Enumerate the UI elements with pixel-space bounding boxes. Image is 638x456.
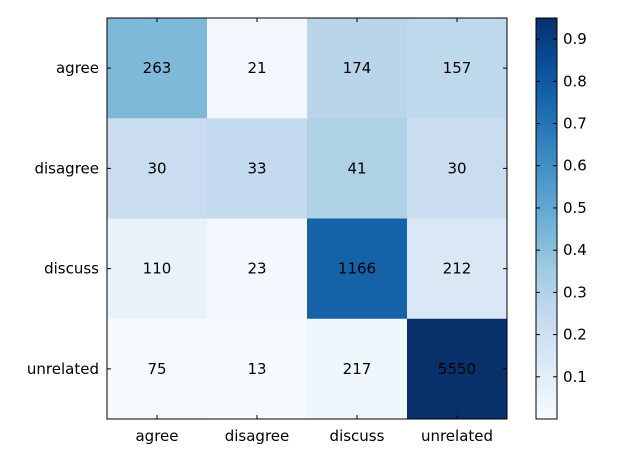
x-tick-label: agree (135, 427, 178, 445)
heatmap-cell (107, 118, 208, 219)
heatmap-cell (407, 18, 508, 119)
colorbar-ticks: 0.1 0.2 0.3 0.4 0.5 0.6 0.7 0.8 0.9 (536, 30, 587, 386)
cell-value-label: 41 (347, 159, 366, 177)
colorbar-tick-label: 0.9 (563, 30, 587, 48)
heatmap-cell (407, 218, 508, 320)
colorbar-tick-label: 0.1 (563, 368, 587, 386)
y-tick-label: agree (56, 59, 99, 77)
cell-value-label: 212 (443, 260, 472, 278)
heatmap-cell (107, 318, 208, 420)
x-tick-label: disagree (225, 427, 290, 445)
heatmap-cell (407, 318, 508, 420)
cell-value-label: 23 (247, 260, 266, 278)
cell-value-label: 1166 (338, 260, 376, 278)
heatmap-cell (307, 18, 408, 119)
cell-value-label: 110 (143, 260, 172, 278)
y-tick-label: discuss (44, 260, 99, 278)
heatmap-cells (107, 18, 508, 420)
x-tick-label: unrelated (421, 427, 493, 445)
heatmap-cell (407, 118, 508, 219)
heatmap-cell (207, 18, 308, 119)
cell-value-label: 5550 (438, 360, 476, 378)
cell-value-label: 21 (247, 59, 266, 77)
heatmap-cell (307, 218, 408, 320)
plot-frame (106, 17, 508, 420)
y-tick-label: unrelated (27, 360, 99, 378)
axis-ticks (107, 18, 507, 419)
cell-value-label: 157 (443, 59, 472, 77)
heatmap-cell (307, 318, 408, 420)
heatmap-cell-labels: 263 21 174 157 30 33 41 30 110 23 1166 212 75 13 217 55… (143, 59, 476, 378)
heatmap-cell (307, 118, 408, 219)
cell-value-label: 263 (143, 59, 172, 77)
cell-value-label: 33 (247, 159, 266, 177)
y-axis-tick-labels: agree disagree discuss unrelated (27, 59, 99, 378)
cell-value-label: 217 (343, 360, 372, 378)
colorbar (535, 17, 558, 420)
heatmap-cell (207, 118, 308, 219)
cell-value-label: 13 (247, 360, 266, 378)
y-tick-label: disagree (34, 159, 99, 177)
colorbar-tick-label: 0.6 (563, 157, 587, 175)
heatmap-cell (207, 318, 308, 420)
cell-value-label: 30 (147, 159, 166, 177)
colorbar-tick-label: 0.8 (563, 72, 587, 90)
heatmap-cell (207, 218, 308, 320)
cell-value-label: 174 (343, 59, 372, 77)
colorbar-tick-label: 0.4 (563, 241, 587, 259)
heatmap-cell (107, 18, 208, 119)
x-tick-label: discuss (330, 427, 385, 445)
cell-value-label: 75 (147, 360, 166, 378)
colorbar-tick-label: 0.3 (563, 283, 587, 301)
colorbar-tick-label: 0.2 (563, 326, 587, 344)
cell-value-label: 30 (447, 159, 466, 177)
colorbar-tick-label: 0.7 (563, 115, 587, 133)
x-axis-tick-labels: agree disagree discuss unrelated (135, 427, 493, 445)
heatmap-cell (107, 218, 208, 320)
colorbar-tick-label: 0.5 (563, 199, 587, 217)
